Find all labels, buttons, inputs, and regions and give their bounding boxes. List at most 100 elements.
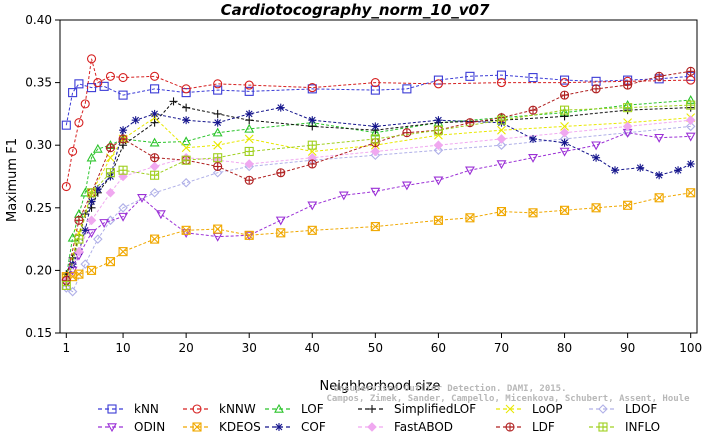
series-line bbox=[65, 107, 691, 284]
data-point bbox=[276, 103, 285, 112]
x-tick-label: 50 bbox=[368, 341, 383, 355]
axes-layer: 1 10 20 30 40 50 60 70 80 90 100 0.15 0.20 0.25 0.30 0.… bbox=[25, 13, 702, 355]
y-axis-label: Maximum F1 bbox=[5, 138, 20, 222]
data-point bbox=[528, 153, 538, 163]
data-point bbox=[370, 78, 380, 88]
x-axis-label: Neighborhood size bbox=[320, 379, 441, 394]
data-point bbox=[80, 99, 90, 109]
data-point bbox=[622, 121, 633, 132]
data-point bbox=[86, 229, 97, 238]
legend-label: kNN bbox=[134, 402, 159, 416]
data-point bbox=[244, 86, 254, 96]
data-point bbox=[92, 143, 103, 153]
data-point bbox=[686, 75, 696, 85]
data-point bbox=[118, 134, 128, 144]
data-point bbox=[93, 234, 103, 244]
data-point bbox=[611, 166, 620, 175]
data-point bbox=[686, 188, 696, 198]
data-point bbox=[150, 170, 160, 180]
data-point bbox=[244, 175, 254, 185]
data-point bbox=[623, 103, 633, 113]
data-point bbox=[402, 128, 412, 138]
data-point bbox=[370, 187, 381, 197]
data-point bbox=[654, 71, 664, 81]
data-point bbox=[560, 78, 570, 88]
data-point bbox=[150, 84, 160, 94]
data-point bbox=[433, 79, 443, 89]
legend-label: COF bbox=[301, 420, 326, 434]
series-line bbox=[65, 74, 691, 126]
data-point bbox=[496, 134, 507, 144]
data-point bbox=[181, 84, 191, 94]
data-point bbox=[150, 118, 159, 127]
data-point bbox=[402, 84, 412, 94]
data-point bbox=[192, 422, 202, 432]
data-point bbox=[496, 115, 507, 125]
data-point bbox=[169, 97, 178, 106]
data-point bbox=[559, 127, 570, 138]
data-point bbox=[213, 85, 223, 95]
series-line bbox=[66, 125, 691, 293]
data-point bbox=[118, 247, 128, 257]
data-point bbox=[244, 134, 254, 144]
x-tick-label: 90 bbox=[620, 341, 635, 355]
data-point bbox=[308, 116, 317, 125]
data-point bbox=[275, 423, 283, 431]
data-point bbox=[274, 403, 284, 413]
legend-item: LDF bbox=[496, 420, 555, 434]
legend-item: kNNW bbox=[183, 402, 256, 416]
data-point bbox=[131, 116, 140, 125]
data-point bbox=[528, 208, 538, 218]
data-point bbox=[367, 422, 377, 432]
data-point bbox=[67, 286, 78, 297]
data-point bbox=[654, 193, 664, 203]
data-point bbox=[244, 80, 254, 90]
data-point bbox=[244, 231, 255, 241]
y-tick-label: 0.25 bbox=[25, 201, 52, 215]
data-point bbox=[244, 146, 254, 157]
data-point bbox=[244, 159, 254, 169]
data-point bbox=[74, 118, 84, 128]
data-point bbox=[149, 161, 160, 172]
data-point bbox=[107, 423, 117, 433]
plot-border bbox=[59, 19, 698, 334]
data-point bbox=[74, 269, 84, 279]
data-point bbox=[181, 177, 191, 188]
data-point bbox=[496, 78, 507, 88]
data-point bbox=[74, 215, 84, 225]
data-point bbox=[623, 80, 633, 90]
data-point bbox=[559, 147, 570, 157]
legend-label: LDOF bbox=[625, 402, 657, 416]
legend-label: INFLO bbox=[625, 420, 660, 434]
data-point bbox=[213, 79, 223, 89]
data-point bbox=[150, 153, 160, 163]
data-point bbox=[244, 123, 255, 133]
data-point bbox=[213, 140, 223, 150]
data-point bbox=[99, 219, 110, 228]
data-point bbox=[213, 118, 222, 127]
legend-label: kNNW bbox=[219, 402, 256, 416]
data-point bbox=[307, 159, 317, 169]
data-point bbox=[465, 71, 475, 81]
data-point bbox=[212, 127, 223, 137]
data-point bbox=[276, 228, 286, 238]
series-kNNW bbox=[61, 54, 696, 192]
data-point bbox=[86, 188, 97, 198]
data-point bbox=[591, 203, 601, 213]
data-point bbox=[529, 134, 538, 143]
data-point bbox=[623, 200, 633, 210]
legend-item: kNN bbox=[98, 402, 159, 416]
data-point bbox=[560, 205, 570, 215]
data-point bbox=[105, 187, 116, 198]
data-point bbox=[401, 181, 412, 191]
data-point bbox=[505, 422, 515, 432]
data-point bbox=[465, 118, 475, 128]
data-point bbox=[181, 143, 191, 153]
legend-label: SimplifiedLOF bbox=[394, 402, 476, 416]
data-point bbox=[118, 212, 129, 222]
data-point bbox=[86, 265, 97, 275]
data-point bbox=[434, 116, 443, 125]
data-point bbox=[370, 222, 380, 232]
data-point bbox=[685, 121, 696, 132]
data-point bbox=[560, 105, 570, 115]
